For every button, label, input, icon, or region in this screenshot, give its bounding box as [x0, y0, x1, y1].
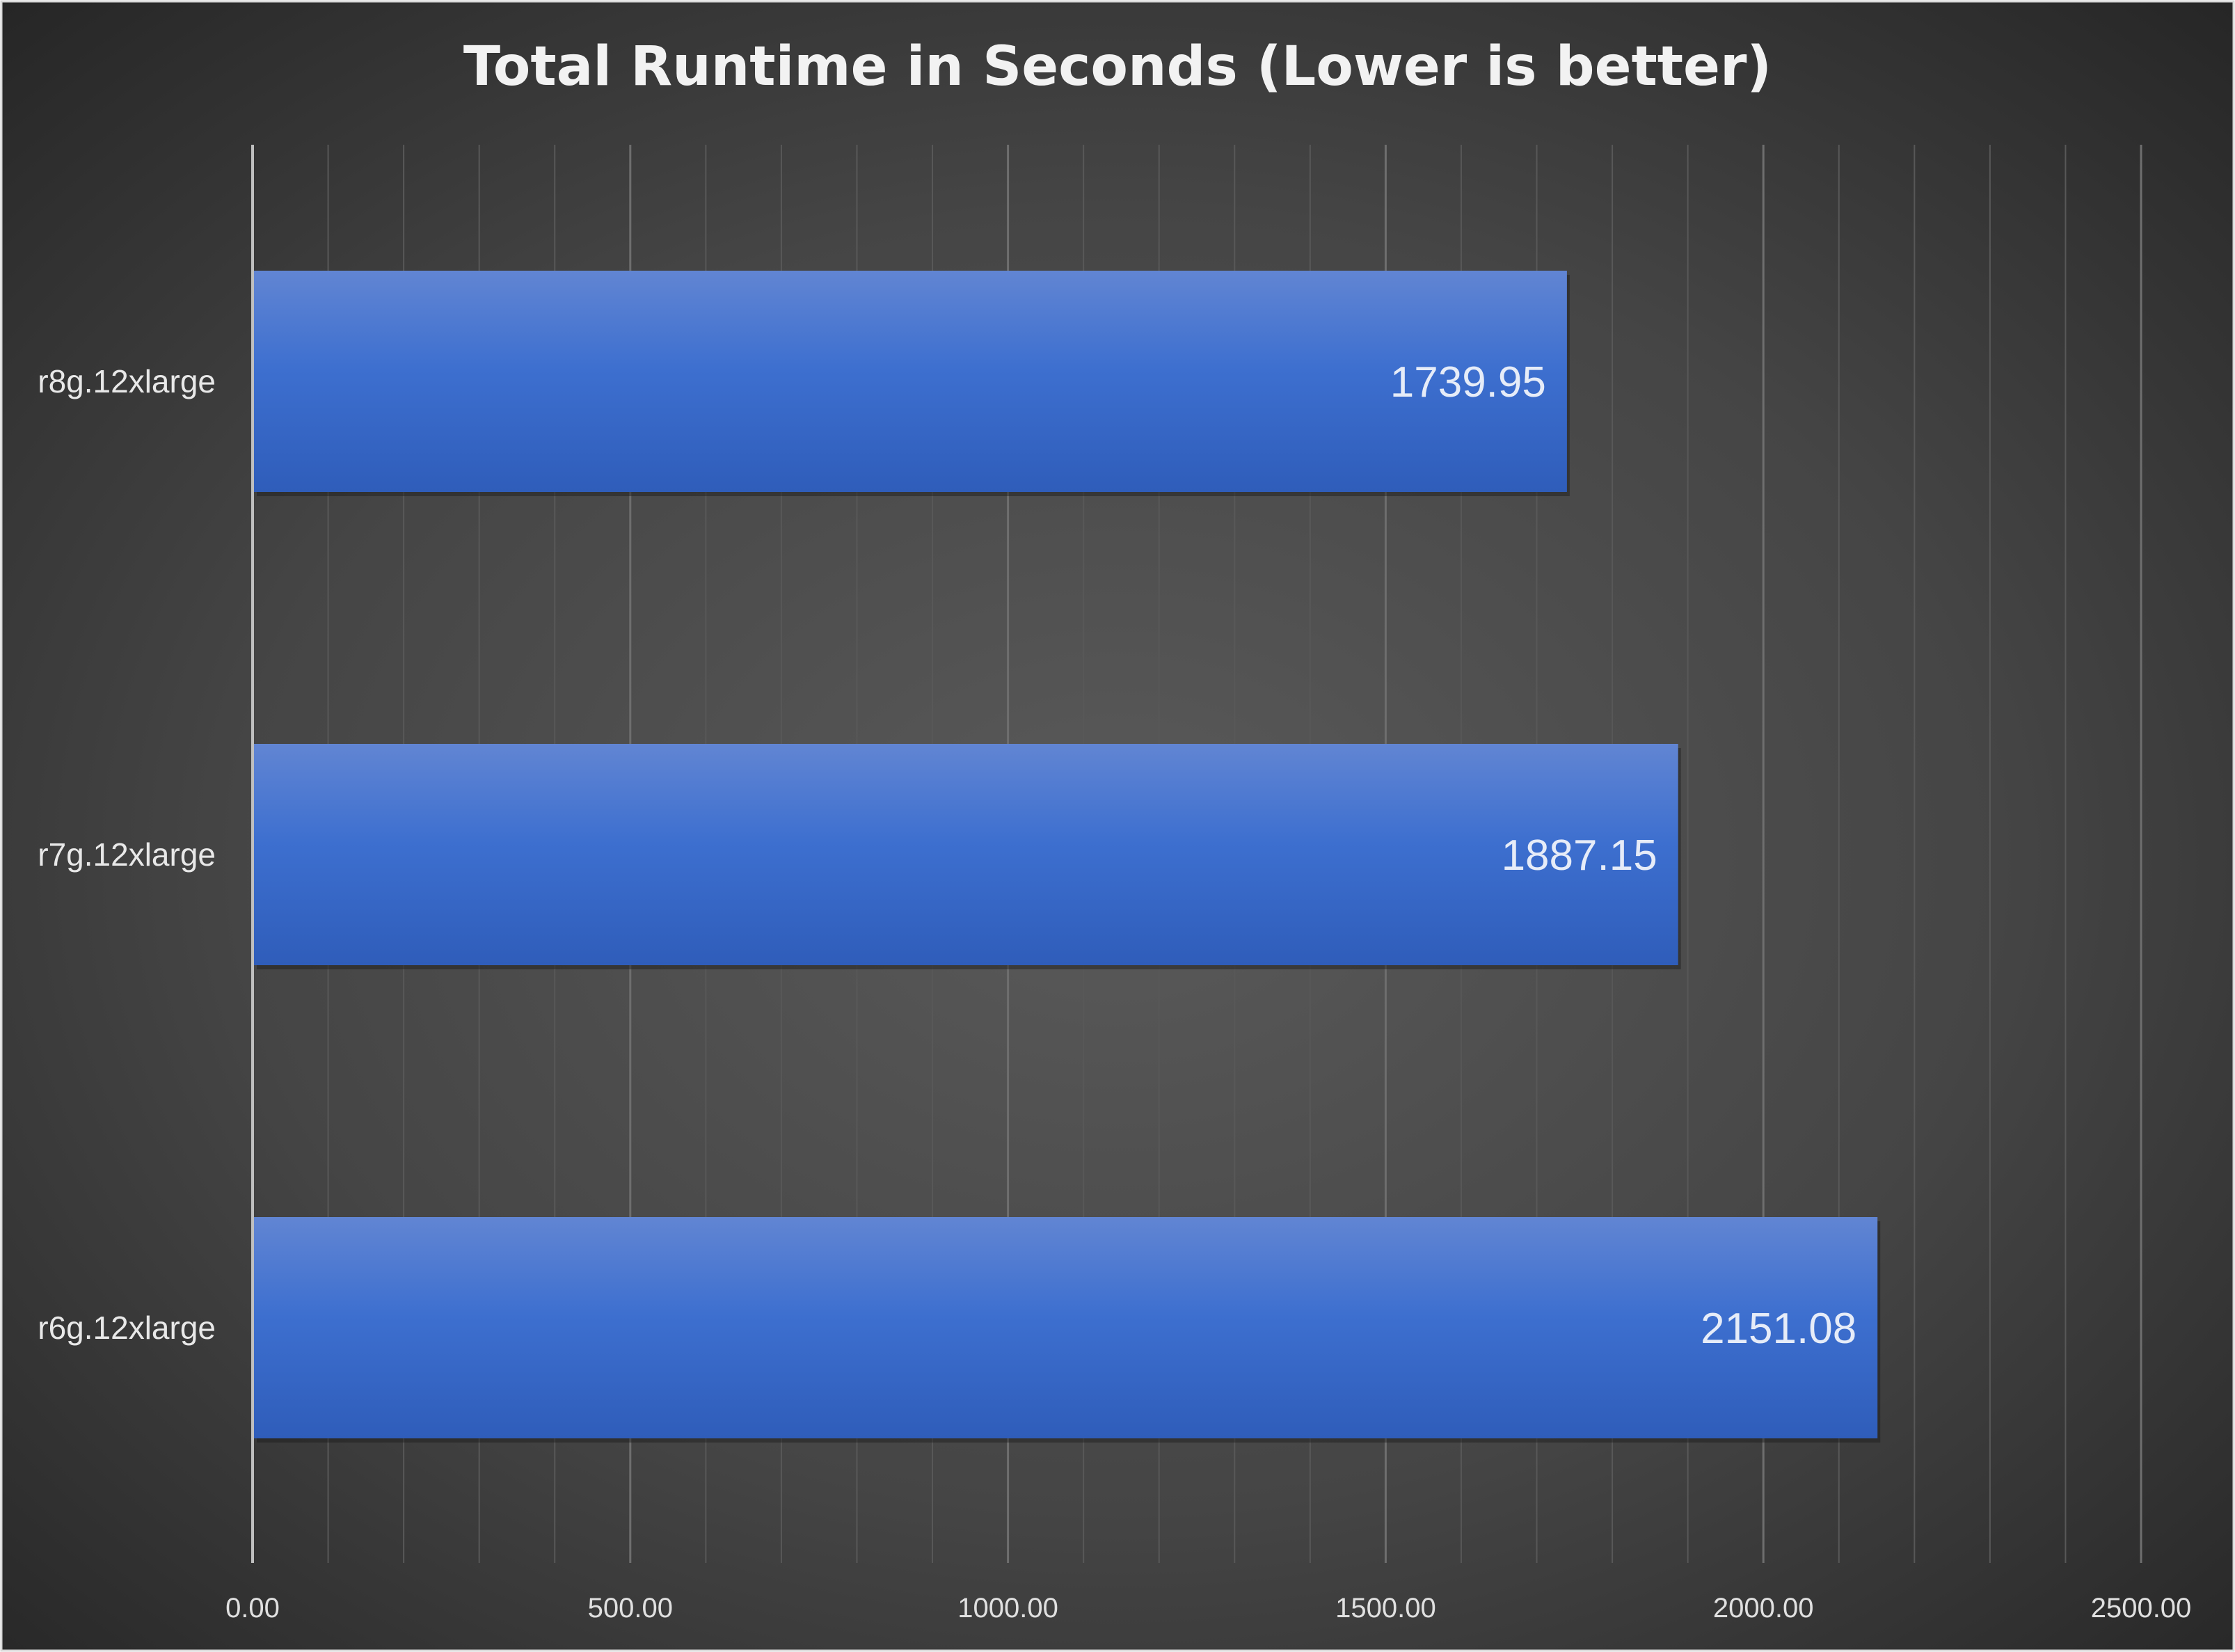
tick-label: 1000.00 [957, 1593, 1058, 1623]
category-axis-labels: r8g.12xlarge r7g.12xlarge r6g.12xlarge [38, 363, 216, 1346]
data-labels: 1739.95 1887.15 2151.08 [1390, 358, 1856, 1353]
tick-label: 500.00 [588, 1593, 673, 1623]
data-label: 1739.95 [1390, 358, 1546, 406]
tick-label: 1500.00 [1335, 1593, 1436, 1623]
tick-label: 2500.00 [2091, 1593, 2192, 1623]
data-label: 1887.15 [1502, 832, 1657, 880]
bar [254, 271, 1567, 492]
tick-label: 0.00 [225, 1593, 280, 1623]
value-axis-labels: 0.00 500.00 1000.00 1500.00 2000.00 2500.00 [225, 1593, 2191, 1623]
tick-label: 2000.00 [1713, 1593, 1814, 1623]
bar [254, 744, 1678, 965]
category-label: r6g.12xlarge [38, 1310, 216, 1346]
chart-title: Total Runtime in Seconds (Lower is bette… [463, 35, 1772, 98]
bar [254, 1217, 1878, 1438]
category-label: r7g.12xlarge [38, 836, 216, 873]
category-label: r8g.12xlarge [38, 363, 216, 399]
data-label: 2151.08 [1701, 1305, 1856, 1353]
bar-series [254, 271, 1881, 1443]
